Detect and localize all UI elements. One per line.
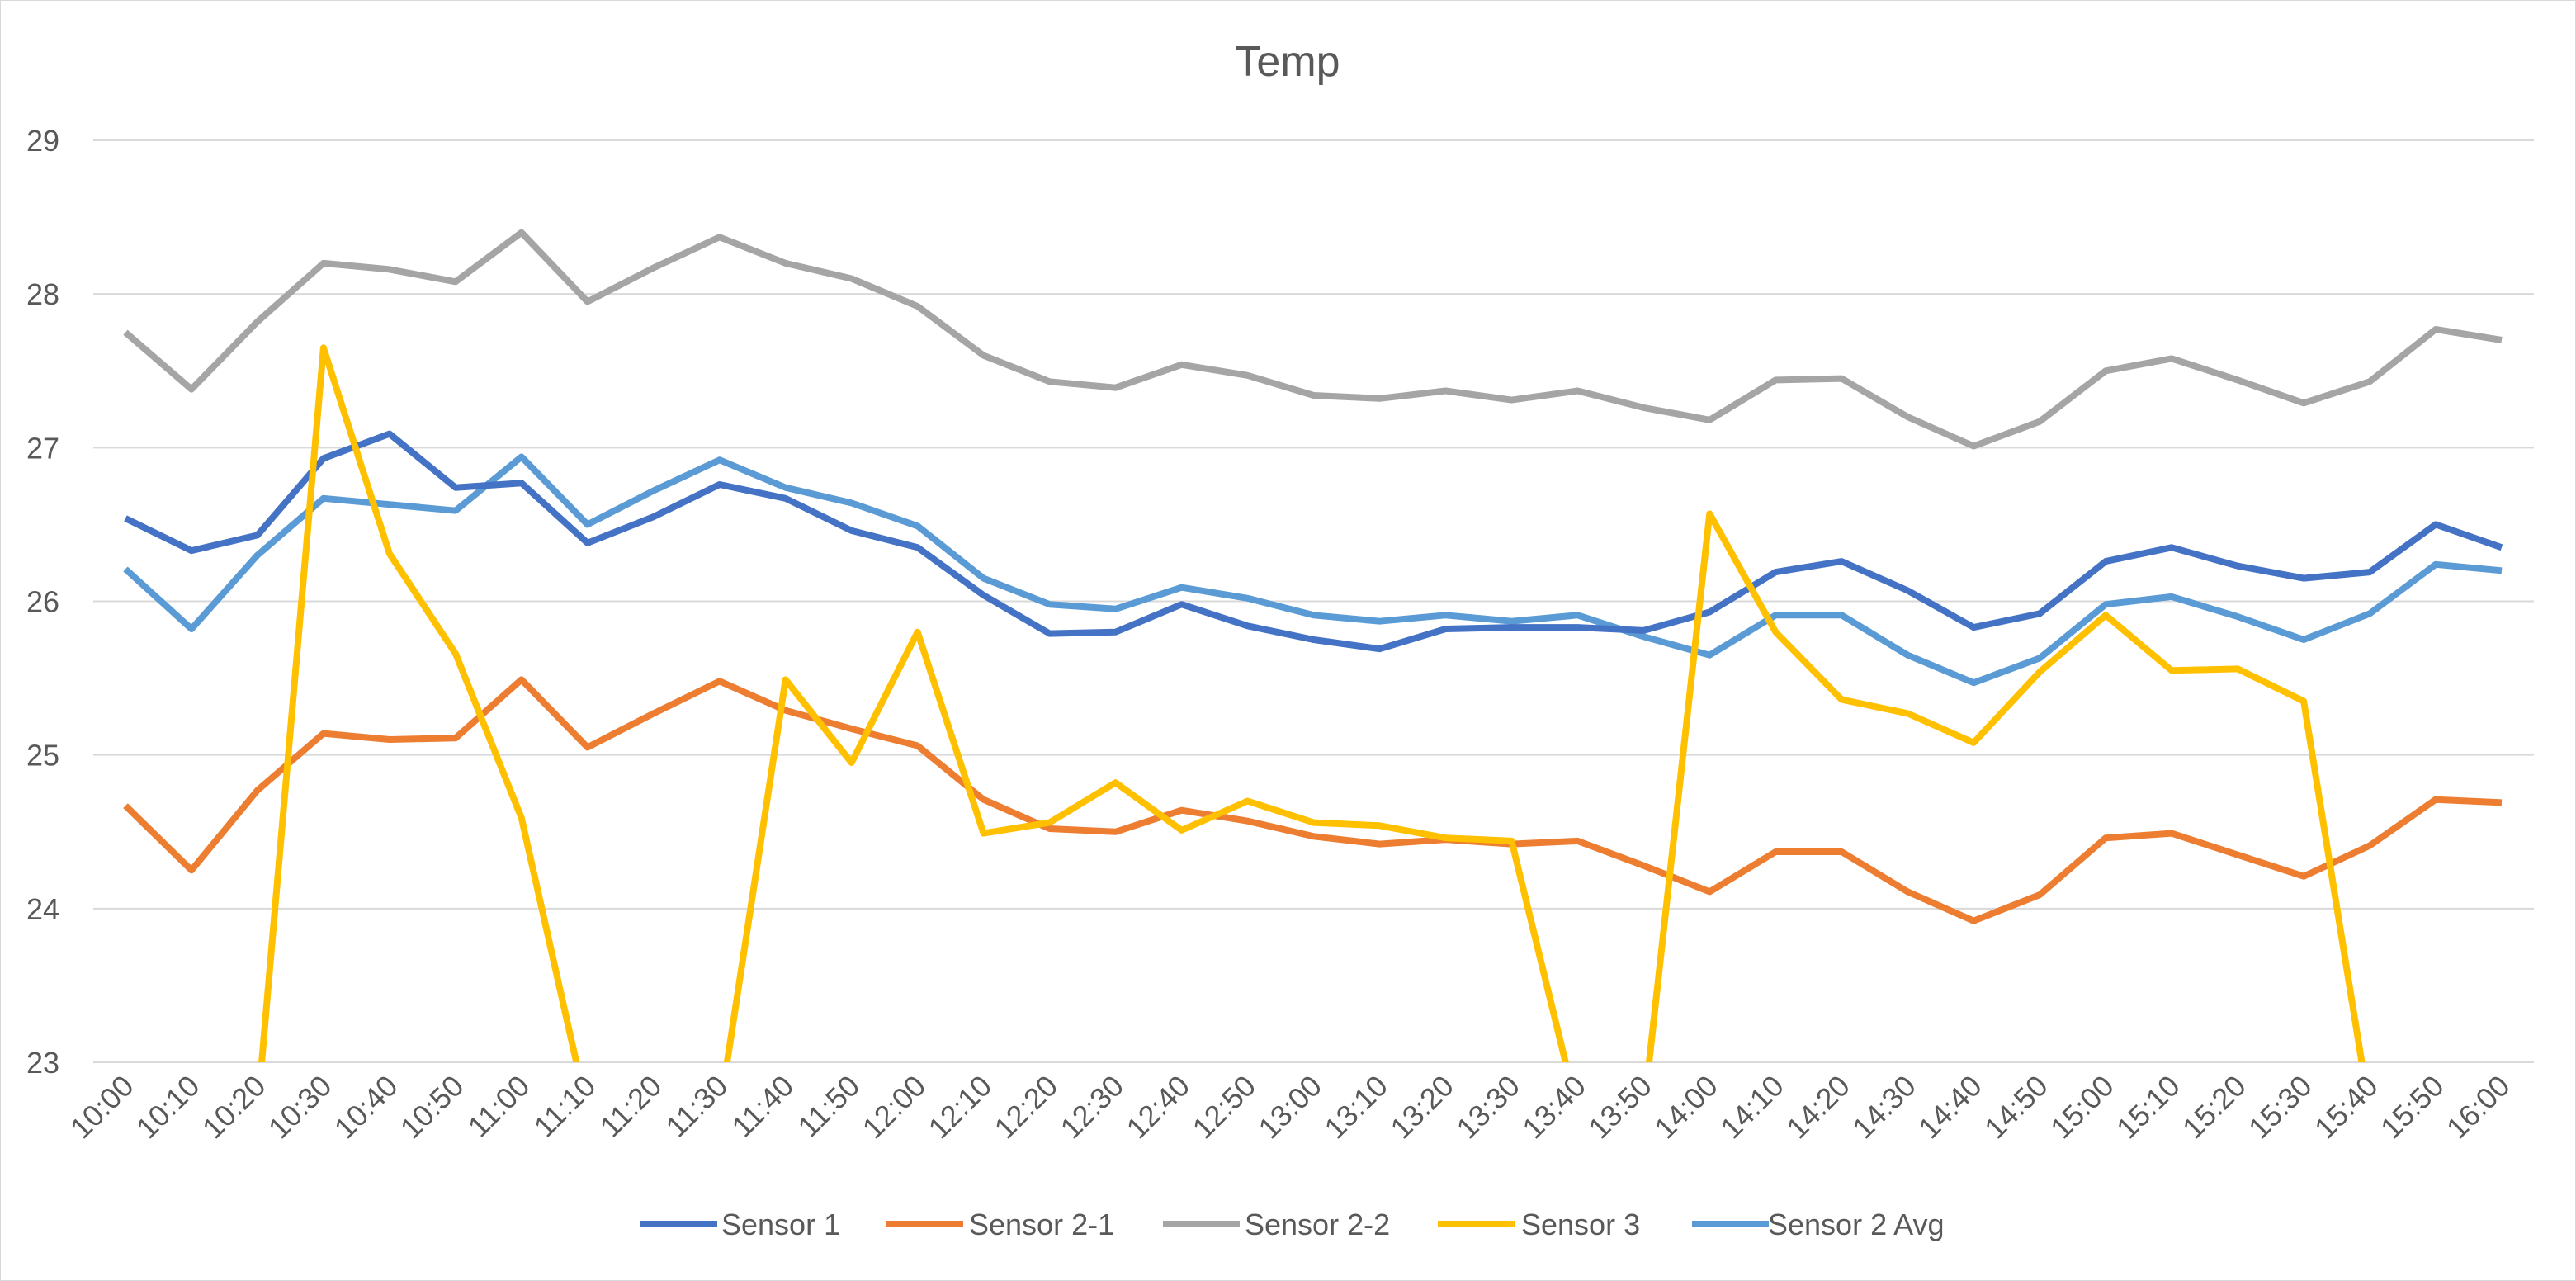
legend-label: Sensor 3: [1521, 1208, 1640, 1241]
y-axis-labels: 23 24 25 26 27 28 29: [26, 124, 59, 1080]
x-tick-label: 10:20: [196, 1069, 272, 1146]
x-tick-label: 12:50: [1185, 1069, 1262, 1146]
x-tick-label: 12:40: [1120, 1069, 1197, 1146]
x-tick-label: 15:40: [2308, 1069, 2385, 1146]
x-tick-label: 14:20: [1780, 1069, 1856, 1146]
x-tick-label: 12:20: [988, 1069, 1065, 1146]
y-tick-label: 26: [26, 585, 59, 619]
x-tick-label: 15:30: [2242, 1069, 2318, 1146]
x-tick-label: 10:40: [328, 1069, 404, 1146]
x-tick-label: 10:00: [64, 1069, 140, 1146]
x-tick-label: 11:10: [527, 1069, 603, 1144]
y-tick-label: 24: [26, 892, 59, 926]
x-tick-label: 12:30: [1054, 1069, 1131, 1146]
series-line-sensor-2-2: [123, 229, 2503, 450]
plot-area: [123, 229, 2503, 1062]
x-tick-label: 14:40: [1912, 1069, 1988, 1146]
x-tick-label: 13:30: [1449, 1069, 1526, 1146]
x-tick-label: 13:40: [1515, 1069, 1592, 1146]
x-tick-label: 11:40: [726, 1069, 801, 1144]
x-tick-label: 15:00: [2044, 1069, 2120, 1146]
x-tick-label: 11:50: [792, 1069, 867, 1144]
x-tick-label: 14:50: [1978, 1069, 2054, 1146]
x-tick-label: 12:10: [922, 1069, 999, 1146]
x-tick-label: 15:50: [2374, 1069, 2451, 1146]
x-tick-label: 13:00: [1251, 1069, 1328, 1146]
x-tick-label: 10:10: [130, 1069, 206, 1146]
x-tick-label: 13:20: [1383, 1069, 1460, 1146]
series-line-sensor-2-avg: [123, 453, 2503, 687]
x-tick-label: 14:10: [1713, 1069, 1790, 1146]
x-tick-label: 13:10: [1317, 1069, 1394, 1146]
x-tick-label: 11:00: [461, 1069, 536, 1144]
series-line-sensor-3: [258, 344, 2366, 1062]
gridlines: [93, 139, 2534, 1063]
x-tick-label: 14:30: [1846, 1069, 1922, 1146]
x-axis-labels: 10:0010:1010:2010:3010:4010:5011:0011:10…: [64, 1069, 2517, 1146]
x-tick-label: 13:50: [1581, 1069, 1658, 1146]
x-tick-label: 12:00: [856, 1069, 933, 1146]
x-tick-label: 11:20: [593, 1069, 669, 1144]
x-tick-label: 15:10: [2110, 1069, 2186, 1146]
series-line-sensor-2-1: [123, 676, 2503, 924]
x-tick-label: 11:30: [659, 1069, 735, 1144]
x-tick-label: 10:50: [394, 1069, 470, 1146]
legend-label: Sensor 2-2: [1245, 1208, 1390, 1241]
y-tick-label: 23: [26, 1046, 59, 1080]
x-tick-label: 16:00: [2440, 1069, 2517, 1146]
legend-label: Sensor 1: [721, 1208, 840, 1241]
legend: Sensor 1 Sensor 2-1 Sensor 2-2 Sensor 3 Sens…: [640, 1208, 1945, 1241]
y-tick-label: 27: [26, 431, 59, 465]
y-tick-label: 25: [26, 739, 59, 773]
chart-title: Temp: [1235, 38, 1340, 86]
y-tick-label: 28: [26, 277, 59, 311]
x-tick-label: 14:00: [1647, 1069, 1724, 1146]
y-tick-label: 29: [26, 124, 59, 158]
x-tick-label: 15:20: [2176, 1069, 2252, 1146]
legend-label: Sensor 2-1: [969, 1208, 1114, 1241]
series-line-sensor-1: [124, 430, 2503, 653]
legend-label: Sensor 2 Avg: [1768, 1208, 1945, 1241]
x-tick-label: 10:30: [262, 1069, 338, 1146]
